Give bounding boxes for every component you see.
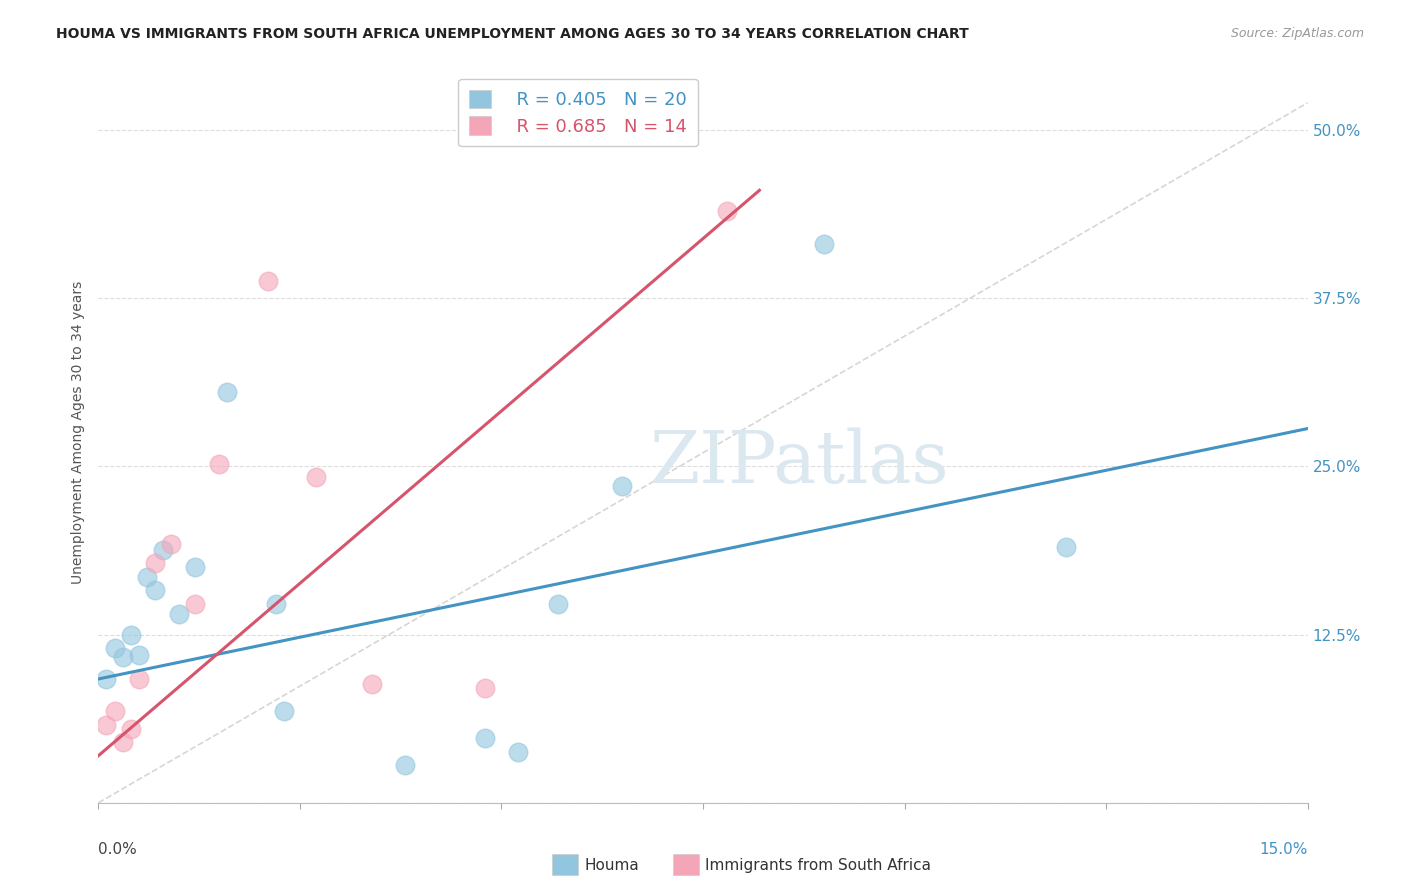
Point bbox=[184, 597, 207, 611]
Point bbox=[120, 627, 142, 641]
Point bbox=[184, 560, 207, 574]
Point bbox=[1054, 540, 1077, 554]
Point bbox=[143, 583, 166, 598]
Point bbox=[96, 672, 118, 686]
Point bbox=[361, 677, 384, 691]
Point bbox=[96, 717, 118, 731]
Point bbox=[474, 731, 496, 746]
Point bbox=[111, 650, 134, 665]
Point bbox=[273, 704, 295, 718]
Point bbox=[474, 681, 496, 696]
Point bbox=[135, 569, 157, 583]
Point bbox=[128, 672, 150, 686]
Point bbox=[217, 385, 239, 400]
Point bbox=[143, 556, 166, 570]
Text: ZIPatlas: ZIPatlas bbox=[650, 427, 949, 498]
Point bbox=[208, 457, 231, 471]
Y-axis label: Unemployment Among Ages 30 to 34 years: Unemployment Among Ages 30 to 34 years bbox=[70, 281, 84, 584]
Bar bbox=[551, 854, 578, 875]
Bar bbox=[672, 854, 699, 875]
Point bbox=[394, 758, 416, 772]
Text: 15.0%: 15.0% bbox=[1260, 842, 1308, 856]
Point bbox=[264, 597, 287, 611]
Text: Houma: Houma bbox=[585, 858, 640, 873]
Point bbox=[152, 542, 174, 557]
Point bbox=[103, 640, 125, 655]
Point bbox=[103, 704, 125, 718]
Point bbox=[120, 722, 142, 736]
Point bbox=[547, 597, 569, 611]
Point bbox=[128, 648, 150, 662]
Text: Source: ZipAtlas.com: Source: ZipAtlas.com bbox=[1230, 27, 1364, 40]
Point bbox=[813, 237, 835, 252]
Point bbox=[716, 203, 738, 218]
Point bbox=[305, 470, 328, 484]
Point bbox=[256, 273, 278, 287]
Text: Immigrants from South Africa: Immigrants from South Africa bbox=[706, 858, 931, 873]
Point bbox=[111, 735, 134, 749]
Point bbox=[612, 479, 634, 493]
Legend:   R = 0.405   N = 20,   R = 0.685   N = 14: R = 0.405 N = 20, R = 0.685 N = 14 bbox=[458, 78, 697, 146]
Text: HOUMA VS IMMIGRANTS FROM SOUTH AFRICA UNEMPLOYMENT AMONG AGES 30 TO 34 YEARS COR: HOUMA VS IMMIGRANTS FROM SOUTH AFRICA UN… bbox=[56, 27, 969, 41]
Text: 0.0%: 0.0% bbox=[98, 842, 138, 856]
Point bbox=[167, 607, 190, 622]
Point bbox=[160, 537, 183, 551]
Point bbox=[506, 745, 529, 759]
